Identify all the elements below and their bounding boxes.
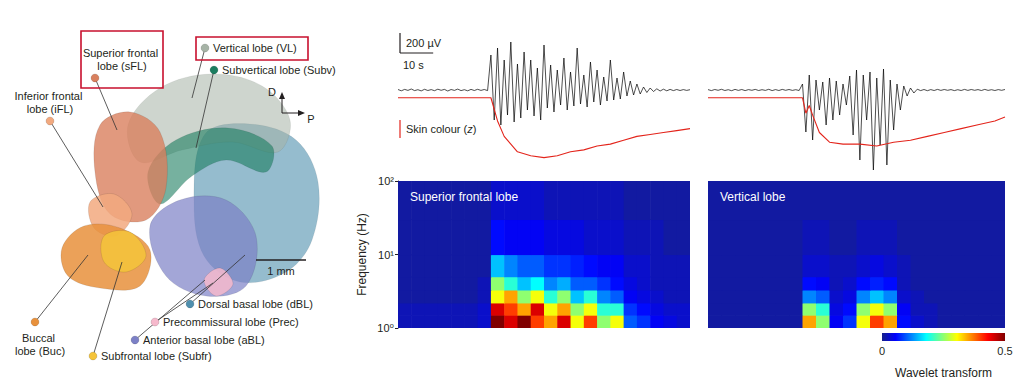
- svg-text:10 s: 10 s: [403, 59, 424, 71]
- svg-text:Superior frontal: Superior frontal: [83, 47, 161, 59]
- svg-text:P: P: [307, 113, 314, 125]
- svg-text:Subvertical lobe (Subv): Subvertical lobe (Subv): [222, 64, 336, 76]
- svg-text:Vertical lobe: Vertical lobe: [720, 190, 786, 204]
- svg-text:lobe (Buc): lobe (Buc): [15, 345, 65, 357]
- svg-text:): ): [473, 123, 477, 135]
- svg-text:Wavelet transform: Wavelet transform: [895, 366, 992, 380]
- svg-text:200 µV: 200 µV: [406, 37, 442, 49]
- svg-text:Precommissural lobe (Prec): Precommissural lobe (Prec): [163, 316, 299, 328]
- svg-text:10⁰: 10⁰: [377, 322, 394, 334]
- svg-text:1 mm: 1 mm: [267, 265, 295, 277]
- svg-text:Anterior basal lobe (aBL): Anterior basal lobe (aBL): [143, 334, 265, 346]
- svg-text:10¹: 10¹: [378, 249, 394, 261]
- svg-text:Dorsal basal lobe (dBL): Dorsal basal lobe (dBL): [198, 298, 313, 310]
- svg-text:Vertical lobe (VL): Vertical lobe (VL): [213, 42, 297, 54]
- svg-text:Frequency (Hz): Frequency (Hz): [355, 213, 369, 296]
- svg-text:0: 0: [879, 345, 885, 357]
- svg-text:D: D: [268, 86, 276, 98]
- svg-text:z: z: [467, 123, 473, 135]
- svg-text:lobe (sFL): lobe (sFL): [97, 60, 147, 72]
- svg-text:Inferior frontal: Inferior frontal: [15, 90, 86, 102]
- svg-text:Subfrontal lobe (Subfr): Subfrontal lobe (Subfr): [101, 350, 212, 362]
- svg-text:lobe (iFL): lobe (iFL): [27, 103, 73, 115]
- svg-text:0.5: 0.5: [997, 345, 1012, 357]
- svg-text:Buccal: Buccal: [22, 332, 58, 344]
- svg-text:Skin colour (: Skin colour (: [406, 123, 467, 135]
- svg-text:10²: 10²: [378, 175, 394, 187]
- svg-text:Superior frontal lobe: Superior frontal lobe: [410, 190, 518, 204]
